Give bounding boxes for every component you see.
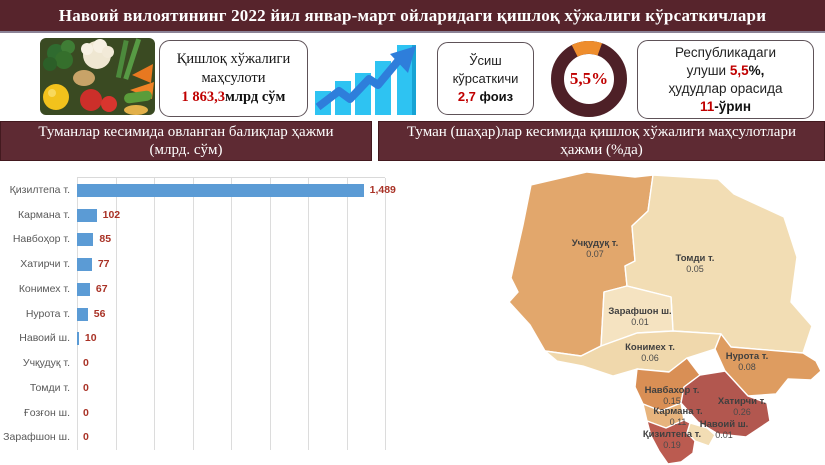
bar-category-label: Зарафшон ш. <box>3 431 70 444</box>
bar-row: Учқудуқ т. 0 <box>0 351 400 376</box>
bar-category-label: Томди т. <box>29 381 70 394</box>
bar-row: Қизилтепа т. 1,489 <box>0 178 400 203</box>
left-panel-title-line2: (млрд. сўм) <box>149 142 223 158</box>
region-map: Учқудуқ т. 0.07 Томди т. 0.05 Зарафшон ш. 0.0… <box>485 165 825 465</box>
bar-chart-gridline <box>308 178 309 450</box>
bar-chart-gridline <box>192 178 194 450</box>
bar <box>77 233 94 247</box>
bar-row: Кармана т. 102 <box>0 203 400 228</box>
donut-chart <box>551 41 627 117</box>
growth-label-line2: кўрсаткичи <box>452 70 519 86</box>
bar-chart-gridline <box>269 178 271 450</box>
growth-unit: фоиз <box>475 88 514 104</box>
republic-line4: 11-ўрин <box>700 98 751 116</box>
bar-value-label: 85 <box>99 233 112 246</box>
production-label-line2: маҳсулоти <box>201 70 266 86</box>
bar-row: Конимех т. 67 <box>0 277 400 302</box>
republic-rank-value: 11 <box>700 98 715 114</box>
bar-row: Нурота т. 56 <box>0 302 400 327</box>
bar-value-label: 0 <box>83 381 89 394</box>
bar <box>77 258 92 272</box>
production-value: 1 863,3 <box>181 89 226 105</box>
production-label-line1: Қишлоқ хўжалиги <box>176 51 291 67</box>
republic-share-value: 5,5 <box>729 62 749 78</box>
right-panel-header: Туман (шаҳар)лар кесимида қишлоқ хўжалиг… <box>378 121 825 161</box>
vegetables-image <box>40 38 155 115</box>
left-panel-title-line1: Туманлар кесимида овланган балиқлар ҳажм… <box>38 124 334 140</box>
bar-chart-gridline <box>385 178 386 450</box>
donut-center-value: 5,5% <box>569 69 609 88</box>
map-region-nurota <box>714 333 822 397</box>
bar-value-label: 67 <box>95 282 108 295</box>
republic-share-box: Республикадаги улуши 5,5%, ҳудудлар орас… <box>637 40 814 119</box>
left-panel-header: Туманлар кесимида овланган балиқлар ҳажм… <box>0 121 372 161</box>
bar-value-label: 56 <box>93 307 106 320</box>
growth-box: Ўсиш кўрсаткичи 2,7 фоиз <box>437 42 534 115</box>
bar <box>77 282 90 296</box>
bar <box>77 208 97 222</box>
bar-category-label: Хатирчи т. <box>20 258 70 271</box>
map-region-qiziltepa <box>646 419 696 465</box>
title-bar: Навоий вилоятининг 2022 йил январ-март о… <box>0 0 825 33</box>
bar-category-label: Нурота т. <box>25 307 70 320</box>
bar-value-label: 102 <box>102 208 121 221</box>
bar <box>77 332 79 346</box>
bar-row: Навоий ш. 10 <box>0 326 400 351</box>
right-panel-title-line2: ҳажми (%да) <box>560 142 643 158</box>
production-box: Қишлоқ хўжалиги маҳсулоти 1 863,3млрд сў… <box>159 40 308 117</box>
bar-row: Навбоҳор т. 85 <box>0 227 400 252</box>
bar-category-label: Навоий ш. <box>19 332 70 345</box>
bar-chart-gridline <box>154 178 155 450</box>
page-title: Навоий вилоятининг 2022 йил январ-март о… <box>58 5 767 25</box>
bar <box>77 184 364 197</box>
republic-line3: ҳудудлар орасида <box>668 80 783 96</box>
bar-chart-plot-topline <box>77 177 385 178</box>
bar <box>77 307 88 321</box>
bar-row: Ғозғон ш. 0 <box>0 401 400 426</box>
bar-value-label: 77 <box>97 258 110 271</box>
republic-rank-post: -ўрин <box>714 98 751 114</box>
production-value-line: 1 863,3млрд сўм <box>182 88 286 107</box>
bar-value-label: 0 <box>83 406 89 419</box>
bar-chart-gridline <box>346 178 348 450</box>
bar-category-label: Конимех т. <box>18 282 70 295</box>
bar-chart-gridline <box>115 178 117 450</box>
republic-line2-pre: улуши <box>686 62 730 78</box>
bar-category-label: Навбоҳор т. <box>12 233 70 246</box>
production-unit: млрд сўм <box>225 89 286 105</box>
republic-line2-post: %, <box>748 62 765 78</box>
growth-label-line1: Ўсиш <box>469 52 502 68</box>
growth-value: 2,7 <box>457 88 476 104</box>
bar-value-label: 0 <box>83 357 89 370</box>
bar-value-label: 0 <box>83 431 89 444</box>
bar-row: Хатирчи т. 77 <box>0 252 400 277</box>
bar-category-label: Ғозғон ш. <box>24 406 70 419</box>
districts-bar-chart: Қизилтепа т. 1,489 Кармана т. 102 Навбоҳор т… <box>0 168 400 460</box>
map-region-xatirchi <box>680 370 771 438</box>
growth-bars-icon <box>315 45 416 115</box>
bar-value-label: 10 <box>84 332 97 345</box>
map-region-konimex <box>544 330 722 377</box>
bar-value-label: 1,489 <box>369 184 396 196</box>
republic-line1: Республикадаги <box>675 44 776 60</box>
bar-row: Томди т. 0 <box>0 376 400 401</box>
bar-row: Зарафшон ш. 0 <box>0 425 400 450</box>
bar-category-label: Кармана т. <box>18 208 70 221</box>
right-panel-title-line1: Туман (шаҳар)лар кесимида қишлоқ хўжалиг… <box>407 124 796 140</box>
bar-chart-gridline <box>231 178 232 450</box>
bar-category-label: Учқудуқ т. <box>22 357 70 370</box>
bar-category-label: Қизилтепа т. <box>9 184 70 196</box>
republic-line2: улуши 5,5%, <box>687 62 765 80</box>
growth-value-line: 2,7 фоиз <box>458 88 513 106</box>
